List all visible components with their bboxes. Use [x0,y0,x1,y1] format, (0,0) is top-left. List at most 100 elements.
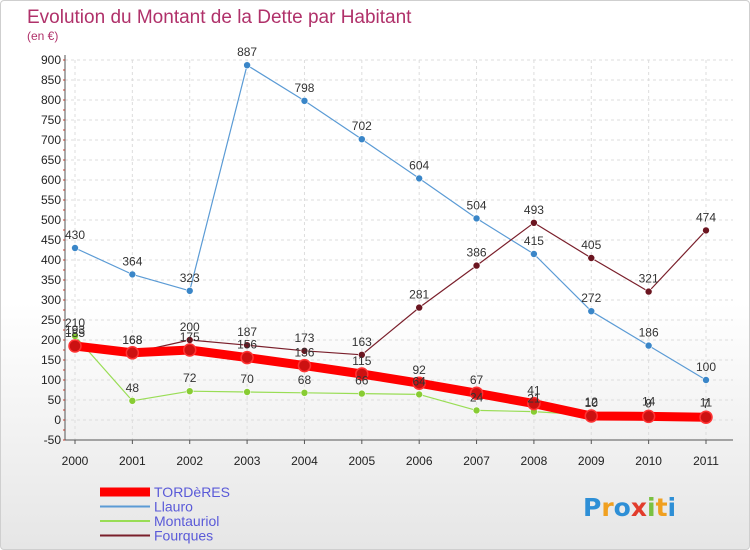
data-label: 887 [237,45,257,59]
data-point [415,174,423,183]
y-tick-label: 50 [48,393,62,407]
x-tick-label: 2011 [693,454,719,468]
data-point [641,409,656,424]
y-tick-label: 350 [41,273,61,287]
data-point [358,389,366,398]
data-label: 92 [413,363,427,377]
data-point [128,270,137,279]
data-label: 504 [467,198,487,212]
data-point [584,409,599,423]
series-layer [68,61,713,424]
series-line-1 [74,64,707,381]
data-label: 323 [180,271,200,285]
data-label: 168 [122,333,142,347]
data-point [185,286,194,295]
data-label: 415 [524,234,544,248]
data-point [300,346,309,355]
x-tick-label: 2006 [406,454,433,468]
data-label: 186 [639,326,659,340]
data-label: 72 [183,371,197,385]
data-point [699,410,713,424]
data-point [358,350,366,359]
y-tick-label: -50 [44,433,62,447]
y-tick-label: 550 [41,193,61,207]
data-label: 281 [409,288,429,302]
data-point [587,254,596,262]
data-point [243,341,251,350]
data-point [472,261,481,270]
data-label: 321 [639,272,659,286]
data-label: 168 [122,333,142,347]
data-point [702,376,710,384]
data-point [358,135,366,143]
data-label: 7 [703,397,710,411]
data-point [469,386,484,400]
data-point [243,61,251,69]
data-label: 200 [180,320,200,334]
data-point [185,387,194,396]
data-label: 272 [581,291,601,305]
data-point [644,287,653,296]
data-point [527,396,541,411]
y-tick-label: 450 [41,233,61,247]
data-label: 405 [581,238,601,252]
x-tick-label: 2000 [62,454,89,468]
data-label: 48 [126,381,140,395]
y-tick-label: 300 [41,293,61,307]
y-tick-label: 400 [41,253,61,267]
data-point [587,307,596,316]
data-point [128,396,137,405]
data-label: 364 [122,254,142,268]
y-tick-label: 100 [41,373,61,387]
data-point [702,226,710,235]
data-point [644,341,653,350]
data-label: 70 [240,372,254,386]
data-label: 24 [470,390,484,404]
legend-label: Montauriol [154,513,219,529]
data-label: 210 [65,316,85,330]
x-tick-label: 2005 [348,454,375,468]
y-tick-label: 150 [41,353,61,367]
data-label: 163 [352,335,372,349]
data-point [355,367,369,381]
x-tick-label: 2001 [119,454,146,468]
x-tick-label: 2010 [635,454,662,468]
data-label: 474 [696,210,716,224]
x-tick-label: 2004 [291,454,318,468]
data-point [412,376,426,390]
data-point [68,339,82,353]
data-label: 156 [237,338,257,352]
y-tick-label: 700 [41,133,61,147]
y-tick-label: 200 [41,333,61,347]
data-label: 68 [298,373,312,387]
chart-title: Evolution du Montant de la Dette par Hab… [27,7,412,28]
y-tick-label: 800 [41,93,61,107]
data-label: 21 [527,392,541,406]
data-point [415,303,423,312]
data-point [300,388,309,397]
data-point [297,358,312,373]
data-label: 10 [585,396,599,410]
data-label: 185 [65,326,85,340]
legend-label: Llauro [154,499,193,515]
x-tick-label: 2009 [578,454,605,468]
data-label: 604 [409,158,429,172]
data-point [240,350,254,365]
data-point [415,390,423,399]
data-point [182,343,197,357]
x-tick-label: 2007 [463,454,490,468]
data-labels: 430 364 323 887 798 702 604 504 415 272 186 100 210 4… [65,45,716,411]
proxiti-logo: Proxiti [583,493,676,522]
y-tick-label: 850 [41,73,61,87]
data-label: 175 [180,330,200,344]
y-tick-label: 750 [41,113,61,127]
data-point [71,244,79,252]
data-point [472,406,481,415]
data-label: 386 [467,246,487,260]
data-point [300,97,309,105]
data-label: 115 [352,354,371,368]
y-tick-label: 500 [41,213,61,227]
x-tick-label: 2003 [234,454,261,468]
series-line-3 [74,222,707,356]
